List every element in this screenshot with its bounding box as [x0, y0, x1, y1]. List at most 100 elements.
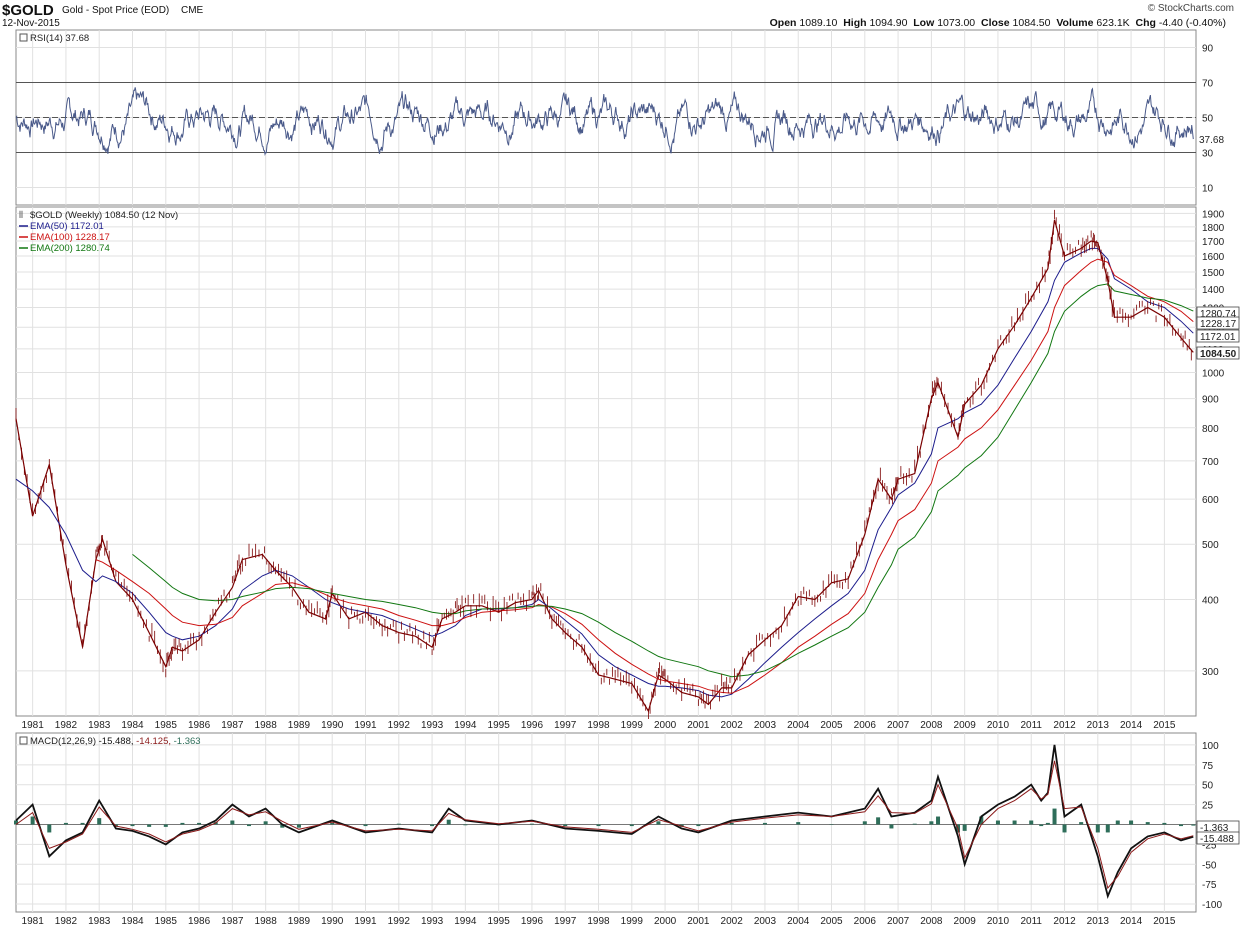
macd-histogram-bar: [979, 816, 984, 825]
price-panel: 3004005006007008009001000110012001300140…: [15, 206, 1240, 731]
price-frame: [15, 206, 1197, 717]
price-tick-label: 1600: [1202, 252, 1225, 263]
macd-histogram-bar: [796, 822, 801, 825]
ema-line: [15, 247, 1194, 698]
price-tick-label: 1900: [1202, 209, 1225, 220]
macd-histogram-bar: [363, 824, 368, 827]
macd-histogram-bar: [929, 821, 934, 825]
open-label: Open: [769, 17, 797, 29]
year-label: 2001: [687, 916, 710, 927]
year-label: 2008: [920, 720, 943, 731]
rsi-tick-label: 10: [1202, 184, 1214, 195]
year-label: 2013: [1087, 720, 1110, 731]
macd-panel: -100-75-50-250255075100MACD(12,26,9) -15…: [14, 732, 1240, 927]
macd-line: [15, 744, 1194, 899]
rsi-legend-icon: [19, 33, 28, 42]
year-label: 1988: [255, 720, 278, 731]
date-label: 12-Nov-2015: [2, 18, 60, 29]
rsi-tick-label: 30: [1202, 149, 1214, 160]
rsi-tick-label: 90: [1202, 44, 1214, 55]
year-label: 2011: [1020, 720, 1042, 731]
macd-histogram-bar: [1162, 822, 1167, 825]
low-value: 1073.00: [937, 17, 976, 29]
macd-legend-value: -14.125,: [136, 736, 174, 747]
price-tick-label: 1400: [1202, 285, 1225, 296]
chg-label: Chg: [1135, 17, 1156, 29]
year-label: 1990: [321, 720, 344, 731]
macd-histogram-bar: [1079, 822, 1084, 825]
year-label: 1996: [521, 720, 544, 731]
macd-legend-value: -1.363: [174, 736, 201, 747]
price-tick-label: 700: [1202, 457, 1219, 468]
macd-axis-flag-label: -15.488: [1200, 834, 1234, 845]
macd-tick-label: -75: [1202, 880, 1217, 891]
macd-histogram-bar: [63, 822, 68, 825]
year-label: 2003: [754, 916, 777, 927]
year-label: 1999: [621, 720, 644, 731]
macd-legend-icon: [19, 736, 28, 745]
year-label: 2005: [820, 916, 843, 927]
year-label: 2007: [887, 720, 910, 731]
year-label: 1998: [587, 916, 610, 927]
macd-histogram-bar: [1029, 820, 1034, 825]
year-label: 2006: [854, 720, 877, 731]
year-label: 1994: [454, 916, 477, 927]
year-label: 1983: [88, 720, 111, 731]
year-label: 1982: [55, 916, 78, 927]
year-label: 2014: [1120, 720, 1143, 731]
macd-histogram-bar: [1045, 822, 1050, 825]
year-label: 1981: [22, 720, 45, 731]
year-label: 1992: [388, 916, 411, 927]
price-tick-label: 900: [1202, 395, 1219, 406]
macd-histogram-bar: [1191, 824, 1196, 826]
year-label: 1989: [288, 720, 311, 731]
rsi-line: [15, 87, 1194, 156]
price-axis-flag: [1196, 316, 1240, 330]
year-label: 1996: [521, 916, 544, 927]
year-label: 1993: [421, 916, 444, 927]
ema-line: [132, 283, 1194, 678]
year-label: 2003: [754, 720, 777, 731]
macd-histogram-bar: [330, 822, 335, 825]
macd-histogram-bar: [629, 824, 634, 827]
macd-tick-label: 50: [1202, 781, 1214, 792]
chg-value: -4.40 (-0.40%): [1158, 17, 1226, 29]
rsi-last-value: 37.68: [1199, 135, 1224, 146]
year-label: 1992: [388, 720, 411, 731]
year-label: 1984: [121, 720, 144, 731]
macd-histogram-bar: [163, 824, 168, 827]
close-label: Close: [981, 17, 1010, 29]
year-label: 1993: [421, 720, 444, 731]
year-label: 1999: [621, 916, 644, 927]
year-label: 2011: [1020, 916, 1042, 927]
macd-histogram-bar: [529, 823, 534, 825]
year-label: 1987: [221, 916, 244, 927]
year-label: 1995: [488, 916, 511, 927]
year-label: 1985: [155, 916, 178, 927]
macd-histogram-bar: [180, 822, 185, 825]
macd-histogram-bar: [280, 824, 285, 828]
close-value: 1084.50: [1012, 17, 1051, 29]
price-tick-label: 1500: [1202, 268, 1225, 279]
high-label: High: [843, 17, 867, 29]
price-tick-label: 400: [1202, 596, 1219, 607]
year-label: 1981: [22, 916, 45, 927]
year-label: 1989: [288, 916, 311, 927]
price-tick-label: 1000: [1202, 368, 1225, 379]
price-tick-label: 1800: [1202, 223, 1225, 234]
macd-histogram-bar: [197, 822, 202, 825]
macd-histogram-bar: [446, 819, 451, 825]
year-label: 1988: [255, 916, 278, 927]
macd-histogram-bar: [296, 824, 301, 828]
year-label: 2007: [887, 916, 910, 927]
year-label: 1991: [354, 720, 377, 731]
macd-tick-label: -25: [1202, 840, 1217, 851]
ema-legend-label: EMA(200) 1280.74: [30, 243, 110, 254]
year-label: 2004: [787, 916, 810, 927]
low-label: Low: [913, 17, 935, 29]
macd-histogram-bar: [247, 824, 252, 827]
macd-histogram-bar: [862, 821, 867, 825]
quote-line: Open 1089.10 High 1094.90 Low 1073.00 Cl…: [770, 17, 1226, 29]
macd-histogram-bar: [14, 820, 18, 825]
